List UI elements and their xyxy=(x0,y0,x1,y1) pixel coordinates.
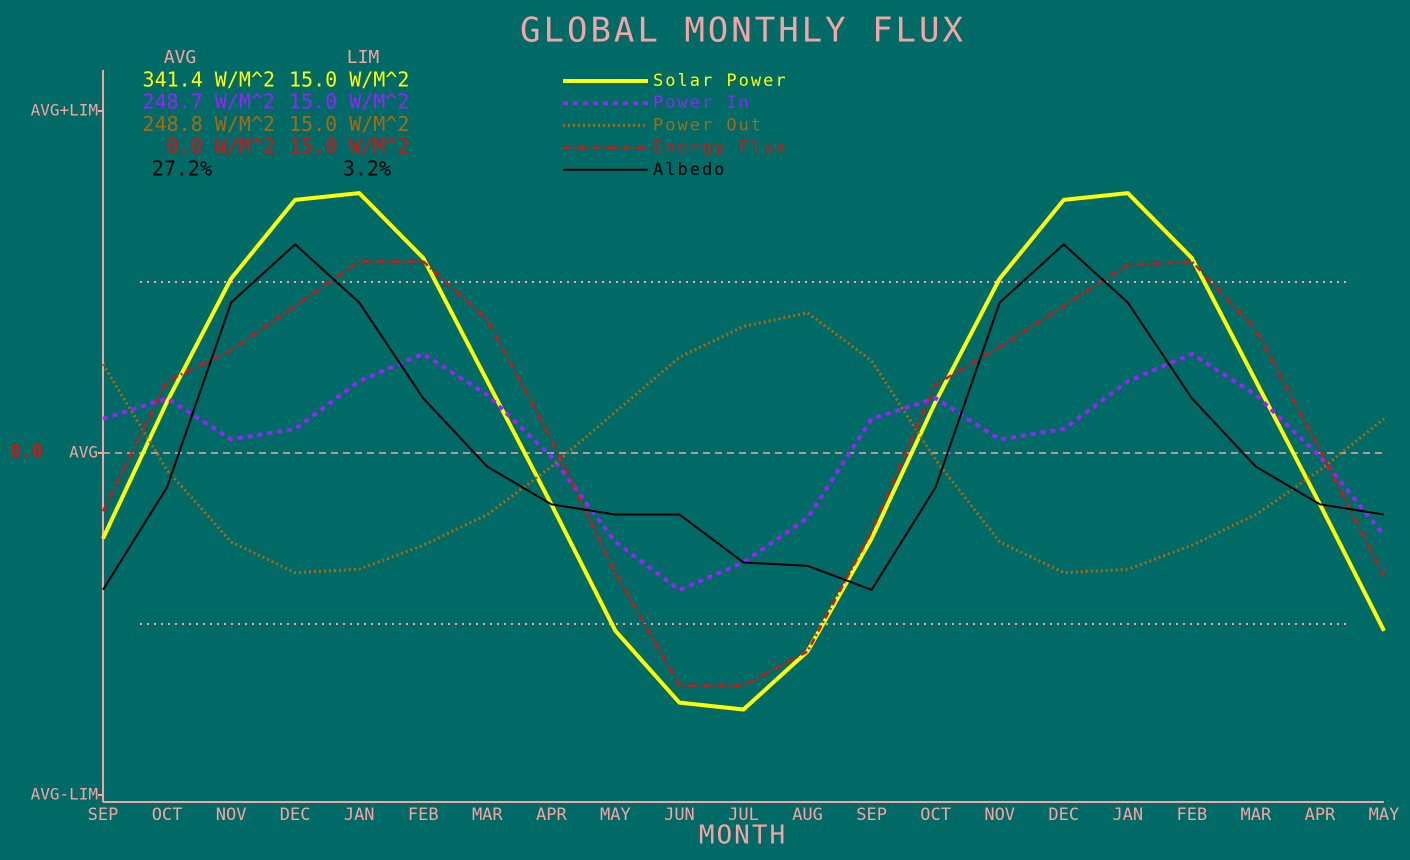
zero-label: 0.0 xyxy=(10,441,43,462)
stats-lim: 15.0 W/M^2 xyxy=(289,112,409,136)
x-axis-title: MONTH xyxy=(699,821,787,851)
legend-label: Power In xyxy=(653,93,751,113)
y-tick-label: AVG+LIM xyxy=(31,101,98,120)
x-tick-label: MAY xyxy=(1369,805,1400,825)
y-tick-label: AVG xyxy=(69,443,98,462)
stats-lim: 3.2% xyxy=(343,156,391,180)
x-tick-label: MAR xyxy=(472,805,503,825)
stats-avg: 248.8 W/M^2 xyxy=(143,112,275,136)
stats-avg: 248.7 W/M^2 xyxy=(143,90,275,114)
x-tick-label: JAN xyxy=(344,805,375,825)
stats-header: AVG xyxy=(164,47,197,68)
stats-lim: 15.0 W/M^2 xyxy=(289,134,409,158)
x-tick-label: JAN xyxy=(1112,805,1143,825)
series-line xyxy=(101,191,1386,712)
x-tick-label: FEB xyxy=(1176,805,1207,825)
x-tick-label: DEC xyxy=(1048,805,1079,825)
x-tick-label: DEC xyxy=(280,805,311,825)
x-tick-label: JUN xyxy=(664,805,695,825)
x-tick-label: SEP xyxy=(856,805,887,825)
legend-label: Energy Flux xyxy=(653,138,788,158)
x-tick-label: OCT xyxy=(152,805,183,825)
x-tick-label: NOV xyxy=(984,805,1015,825)
x-tick-label: OCT xyxy=(920,805,951,825)
stats-avg: 341.4 W/M^2 xyxy=(143,68,275,92)
x-tick-label: APR xyxy=(1305,805,1336,825)
y-tick-label: AVG-LIM xyxy=(31,785,98,804)
x-tick-label: MAY xyxy=(600,805,631,825)
chart-title: GLOBAL MONTHLY FLUX xyxy=(520,11,966,51)
x-tick-label: AUG xyxy=(792,805,823,825)
x-tick-label: NOV xyxy=(216,805,247,825)
stats-avg: 0.0 W/M^2 xyxy=(167,134,275,158)
legend-label: Power Out xyxy=(653,115,763,135)
x-tick-label: MAR xyxy=(1241,805,1272,825)
series-line xyxy=(101,260,1386,687)
legend-label: Solar Power xyxy=(653,71,788,91)
series-line xyxy=(102,243,1385,591)
stats-lim: 15.0 W/M^2 xyxy=(289,90,409,114)
x-tick-label: SEP xyxy=(88,805,119,825)
stats-avg: 27.2% xyxy=(152,156,212,180)
legend-label: Albedo xyxy=(653,160,726,180)
stats-header: LIM xyxy=(347,47,380,68)
stats-lim: 15.0 W/M^2 xyxy=(289,68,409,92)
series-line xyxy=(102,351,1386,592)
x-tick-label: FEB xyxy=(408,805,439,825)
x-tick-label: APR xyxy=(536,805,567,825)
x-tick-label: JUL xyxy=(728,805,759,825)
